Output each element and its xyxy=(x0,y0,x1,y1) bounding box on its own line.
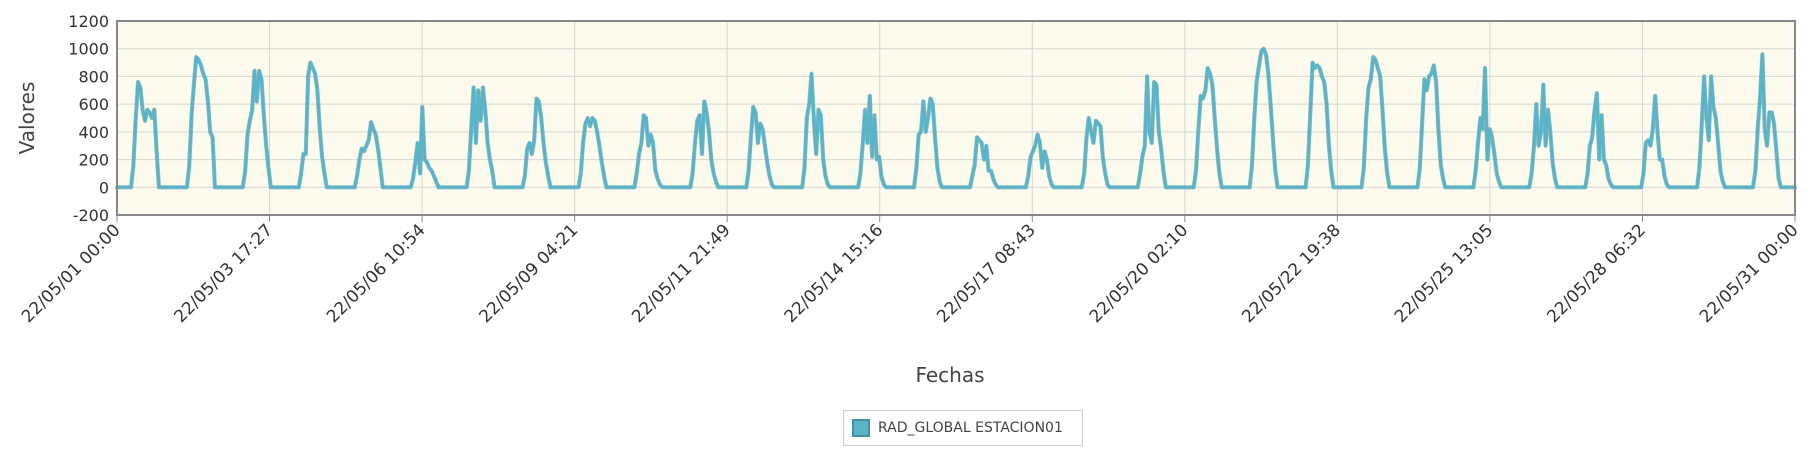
y-tick-label: 1200 xyxy=(68,12,109,31)
series-layer xyxy=(114,46,1798,190)
x-tick-label: 22/05/09 04:21 xyxy=(476,220,583,327)
y-tick-label: -200 xyxy=(73,206,109,225)
y-tick-label: 800 xyxy=(78,67,109,86)
legend-label: RAD_GLOBAL ESTACION01 xyxy=(878,420,1063,436)
x-tick-label: 22/05/14 15:16 xyxy=(781,220,888,327)
line-chart-svg: 1200 1000 800 600 400 200 0 -200 22/05/01 00:00… xyxy=(15,12,1803,387)
x-tick-label: 22/05/20 02:10 xyxy=(1086,220,1193,327)
y-axis-label: Valores xyxy=(15,82,39,155)
legend-swatch xyxy=(852,419,870,437)
x-axis-ticks: 22/05/01 00:00 22/05/03 17:27 22/05/06 10:… xyxy=(18,215,1803,327)
x-tick-label: 22/05/03 17:27 xyxy=(170,220,277,327)
y-axis-ticks: 1200 1000 800 600 400 200 0 -200 xyxy=(68,12,109,225)
y-tick-label: 0 xyxy=(99,178,109,197)
legend[interactable]: RAD_GLOBAL ESTACION01 xyxy=(843,410,1083,446)
x-axis-label: Fechas xyxy=(915,363,984,387)
x-tick-label: 22/05/01 00:00 xyxy=(18,220,125,327)
x-tick-label: 22/05/06 10:54 xyxy=(323,220,430,327)
y-tick-label: 200 xyxy=(78,151,109,170)
x-tick-label: 22/05/22 19:38 xyxy=(1238,220,1345,327)
x-tick-label: 22/05/31 00:00 xyxy=(1696,220,1803,327)
series-line xyxy=(115,47,1797,189)
x-tick-label: 22/05/28 06:32 xyxy=(1543,220,1650,327)
x-tick-label: 22/05/17 08:43 xyxy=(933,220,1040,327)
y-tick-label: 1000 xyxy=(68,40,109,59)
y-tick-label: 400 xyxy=(78,123,109,142)
x-tick-label: 22/05/11 21:49 xyxy=(628,220,735,327)
plot-frame xyxy=(116,20,1796,216)
plot-area xyxy=(117,21,1795,215)
y-tick-label: 600 xyxy=(78,95,109,114)
x-tick-label: 22/05/25 13:05 xyxy=(1391,220,1498,327)
